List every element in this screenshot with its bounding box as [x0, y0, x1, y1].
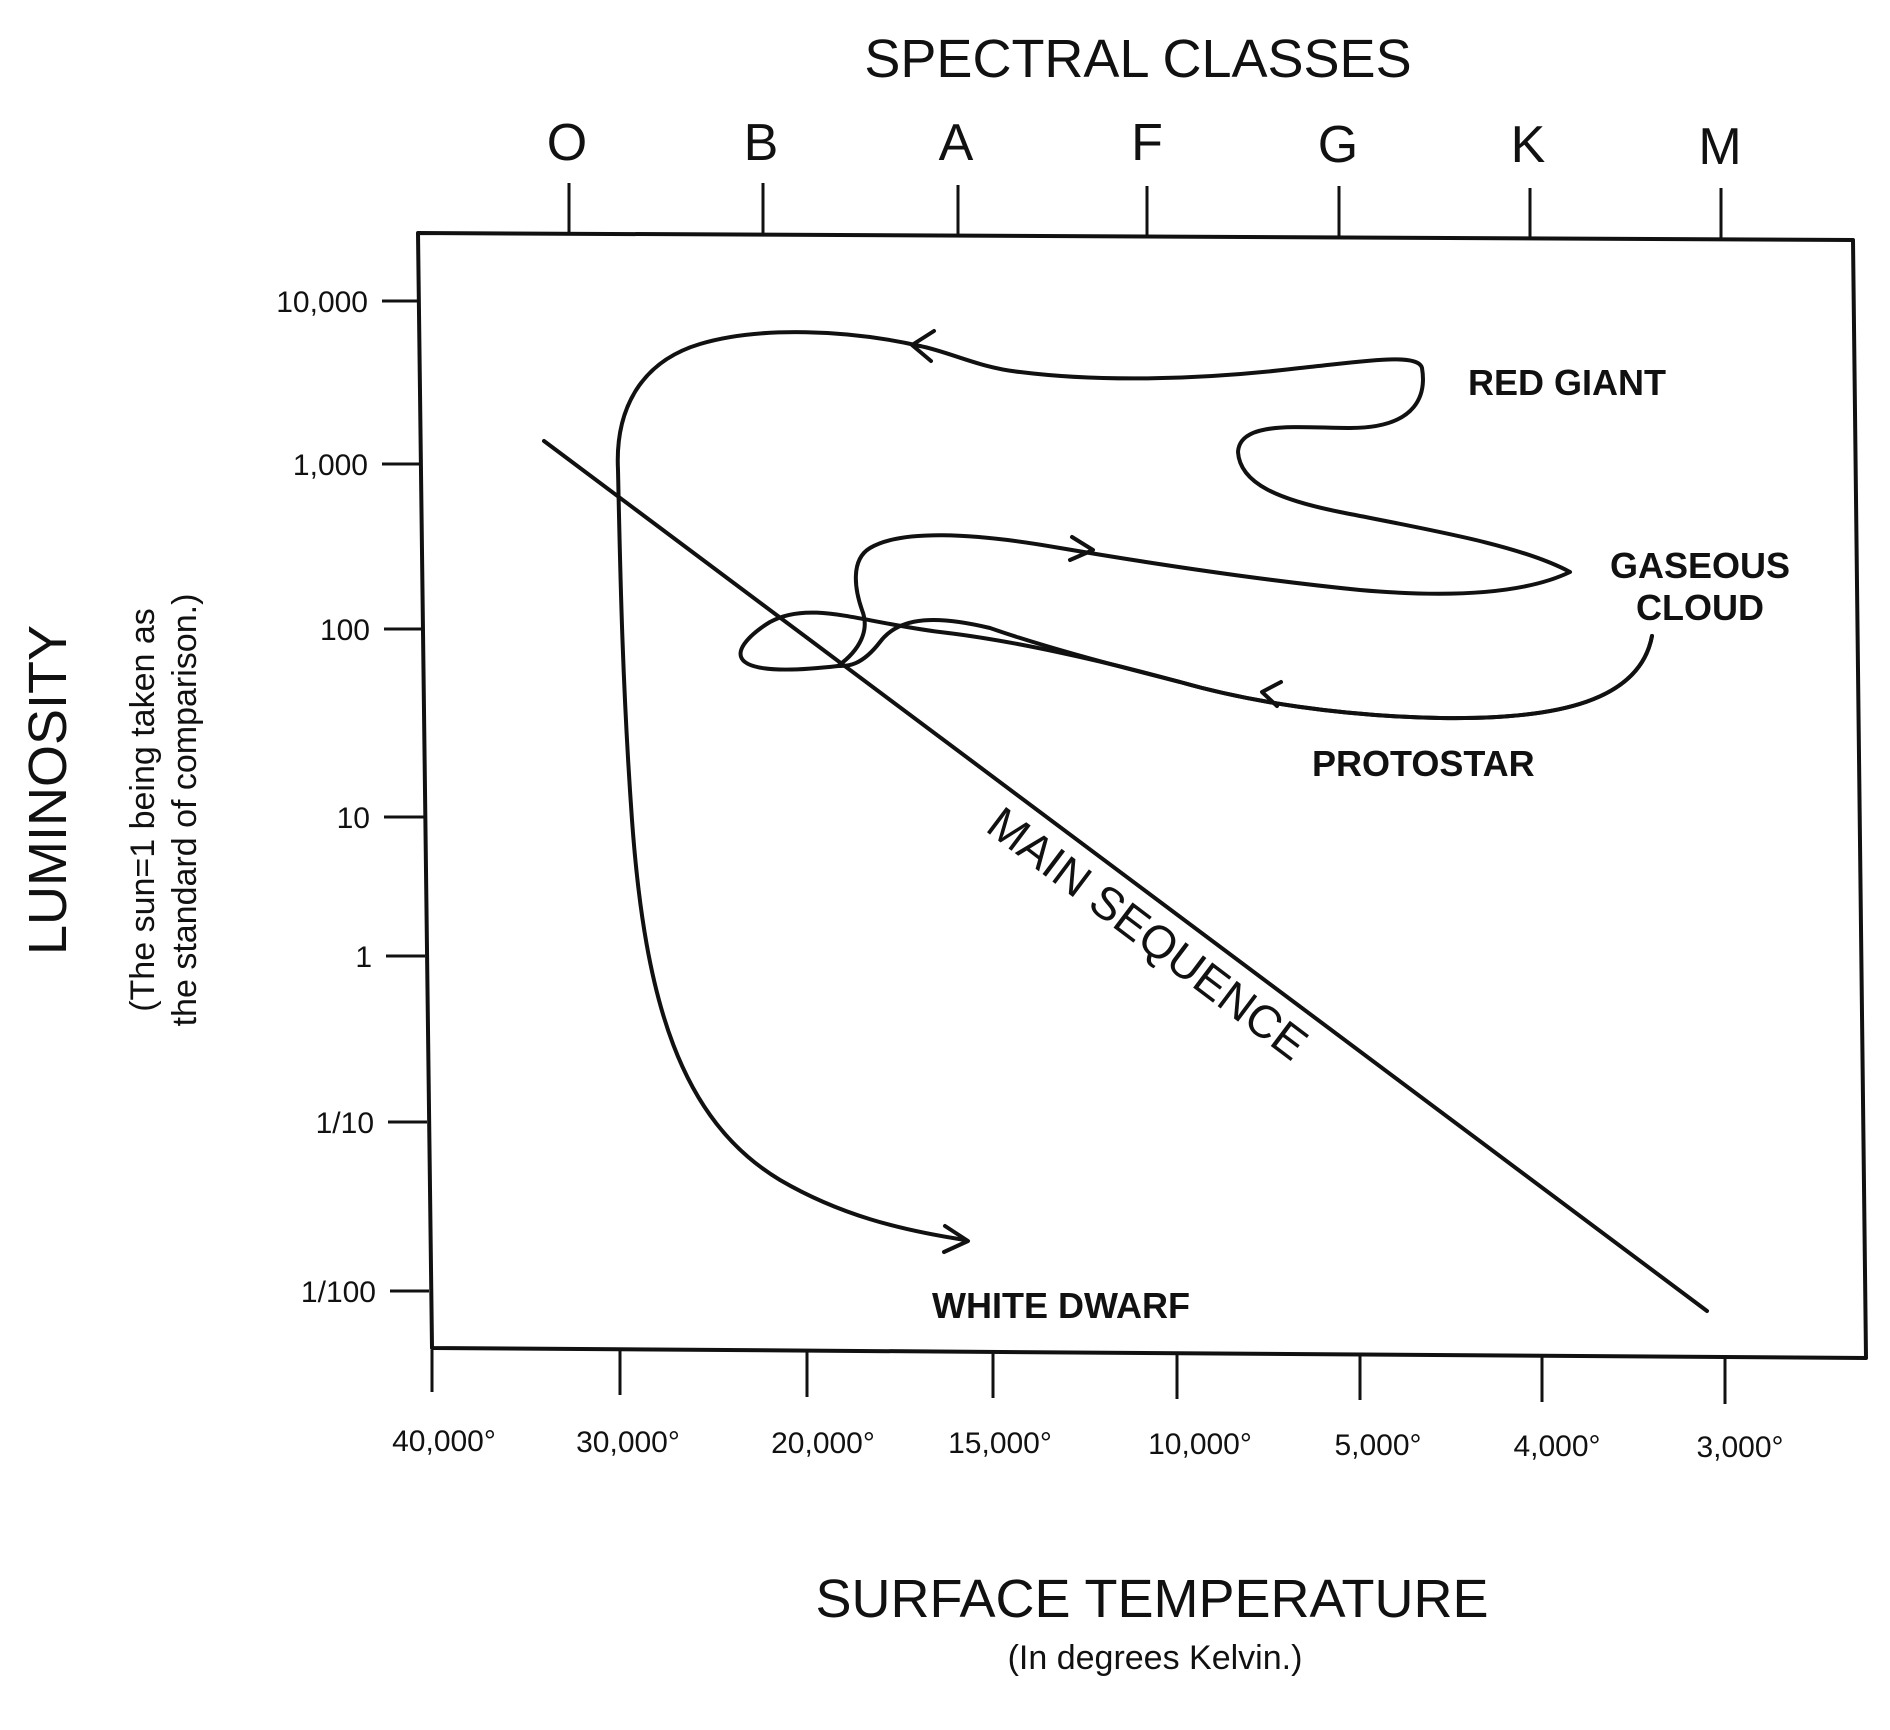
cloud-label: CLOUD: [1636, 587, 1764, 628]
luminosity-tick-label: 10,000: [276, 286, 368, 319]
temperature-tick-label: 3,000°: [1696, 1431, 1783, 1464]
luminosity-axis: 10,000 1,000 100 10 1 1/10 1/100: [276, 286, 429, 1309]
white-dwarf-track: [615, 330, 967, 1242]
red-giant-track: [836, 344, 1572, 668]
luminosity-subtitle-line2: the standard of comparison.): [166, 594, 204, 1027]
temperature-tick-label: 10,000°: [1148, 1428, 1252, 1461]
spectral-class-axis: O B A F G K M: [547, 114, 1742, 238]
temperature-tick-label: 30,000°: [576, 1426, 680, 1459]
luminosity-tick-label: 100: [320, 614, 370, 647]
temperature-axis: 40,000° 30,000° 20,000° 15,000° 10,000° …: [392, 1350, 1784, 1464]
temperature-tick-label: 15,000°: [948, 1427, 1052, 1460]
spectral-class-label: K: [1511, 116, 1546, 174]
red-giant-arrow-icon: [910, 329, 936, 363]
temperature-tick-label: 20,000°: [771, 1427, 875, 1460]
luminosity-subtitle-line1: (The sun=1 being taken as: [124, 608, 162, 1012]
track-arrow-icon: [1068, 535, 1095, 562]
white-dwarf-label: WHITE DWARF: [932, 1285, 1190, 1326]
luminosity-tick-label: 1: [355, 941, 372, 974]
luminosity-tick-label: 10: [337, 802, 370, 835]
protostar-track: [738, 610, 1654, 721]
temperature-subtitle: (In degrees Kelvin.): [1008, 1639, 1303, 1677]
plot-frame: [416, 231, 1868, 1360]
spectral-class-label: O: [547, 114, 587, 172]
red-giant-label: RED GIANT: [1468, 362, 1666, 403]
protostar-label: PROTOSTAR: [1312, 743, 1535, 784]
gaseous-label: GASEOUS: [1610, 545, 1790, 586]
temperature-title: SURFACE TEMPERATURE: [815, 1569, 1488, 1629]
main-sequence-line: [542, 439, 1709, 1313]
luminosity-tick-label: 1,000: [293, 449, 368, 482]
spectral-classes-title: SPECTRAL CLASSES: [864, 29, 1411, 89]
temperature-tick-label: 5,000°: [1334, 1429, 1421, 1462]
temperature-tick-label: 40,000°: [392, 1425, 496, 1458]
spectral-class-label: F: [1131, 114, 1163, 172]
spectral-class-label: M: [1698, 118, 1741, 176]
protostar-arrow-icon: [1260, 680, 1283, 708]
white-dwarf-arrow-icon: [942, 1224, 970, 1254]
spectral-class-label: G: [1318, 116, 1358, 174]
luminosity-tick-label: 1/10: [316, 1107, 374, 1140]
luminosity-tick-label: 1/100: [301, 1276, 376, 1309]
luminosity-title: LUMINOSITY: [18, 625, 78, 955]
spectral-class-label: B: [744, 114, 779, 172]
temperature-tick-label: 4,000°: [1513, 1430, 1600, 1463]
spectral-class-label: A: [939, 114, 974, 172]
protostar-track-end: [836, 617, 1654, 721]
main-sequence-label: MAIN SEQUENCE: [978, 796, 1318, 1070]
